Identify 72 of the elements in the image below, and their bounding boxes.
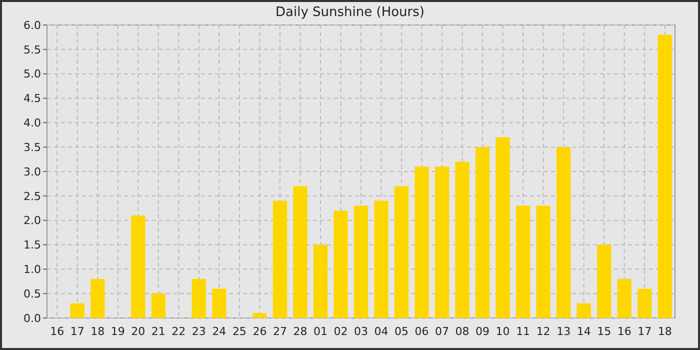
x-tick-label: 23: [192, 325, 206, 338]
x-tick-label: 11: [516, 325, 530, 338]
bar: [354, 206, 368, 318]
bar: [394, 186, 409, 318]
bar: [151, 294, 166, 318]
bar: [414, 166, 429, 318]
y-tick-label: 1.5: [24, 238, 41, 252]
bar: [334, 210, 348, 318]
x-tick-label: 10: [496, 325, 510, 338]
x-tick-label: 17: [638, 325, 652, 338]
x-tick-label: 08: [455, 325, 470, 338]
x-tick-label: 05: [394, 325, 409, 338]
bar: [576, 303, 591, 318]
bar: [374, 200, 388, 318]
bar: [90, 278, 105, 318]
x-tick-label: 04: [374, 325, 388, 338]
y-tick-label: 1.0: [24, 263, 41, 276]
x-tick-label: 17: [70, 325, 84, 338]
bar: [212, 288, 226, 318]
x-tick-label: 18: [658, 325, 672, 338]
bar: [496, 137, 510, 318]
y-tick-label: 5.5: [24, 43, 41, 56]
y-tick-label: 3.5: [24, 140, 41, 154]
bar: [70, 303, 84, 318]
x-tick-label: 24: [212, 325, 226, 338]
y-tick-label: 2.0: [24, 214, 41, 228]
x-tick-label: 16: [617, 325, 632, 338]
bar: [455, 162, 470, 318]
bar: [617, 278, 632, 318]
y-tick-label: 3.0: [24, 165, 41, 178]
bar: [313, 244, 328, 318]
bar: [536, 206, 550, 318]
x-tick-label: 09: [476, 325, 490, 338]
x-tick-label: 19: [110, 325, 125, 338]
y-tick-label: 0.5: [24, 287, 41, 300]
x-tick-label: 15: [597, 325, 612, 338]
bar: [434, 166, 450, 318]
x-tick-label: 14: [576, 325, 591, 338]
x-tick-label: 06: [414, 325, 429, 338]
bar: [597, 244, 612, 318]
y-tick-label: 4.0: [24, 116, 41, 130]
bar: [516, 206, 530, 318]
x-tick-label: 03: [354, 325, 368, 338]
x-tick-label: 07: [435, 325, 450, 338]
bar: [475, 147, 490, 318]
x-tick-label: 21: [151, 325, 166, 338]
y-tick-label: 5.0: [24, 68, 41, 81]
x-tick-label: 18: [90, 325, 105, 338]
chart-title: Daily Sunshine (Hours): [276, 5, 424, 20]
x-tick-label: 16: [50, 325, 64, 338]
x-tick-label: 13: [556, 325, 571, 338]
bar: [556, 147, 571, 318]
y-tick-label: 0.0: [24, 312, 41, 325]
bar: [638, 288, 652, 318]
bar: [252, 313, 267, 318]
bar: [272, 200, 288, 318]
bar: [192, 278, 206, 318]
x-tick-label: 20: [131, 325, 146, 338]
y-tick-label: 4.5: [24, 92, 41, 106]
y-tick-label: 2.5: [24, 190, 41, 203]
bar: [131, 215, 146, 318]
y-tick-label: 6.0: [24, 18, 41, 32]
x-tick-label: 27: [272, 325, 287, 338]
x-tick-label: 28: [293, 325, 308, 338]
x-tick-label: 02: [334, 325, 348, 338]
x-tick-label: 12: [536, 325, 550, 338]
x-tick-label: 26: [252, 325, 267, 338]
x-tick-label: 22: [172, 325, 186, 338]
bar: [658, 34, 672, 318]
x-tick-label: 01: [313, 325, 328, 338]
x-tick-label: 25: [232, 325, 246, 338]
bar: [293, 186, 308, 318]
